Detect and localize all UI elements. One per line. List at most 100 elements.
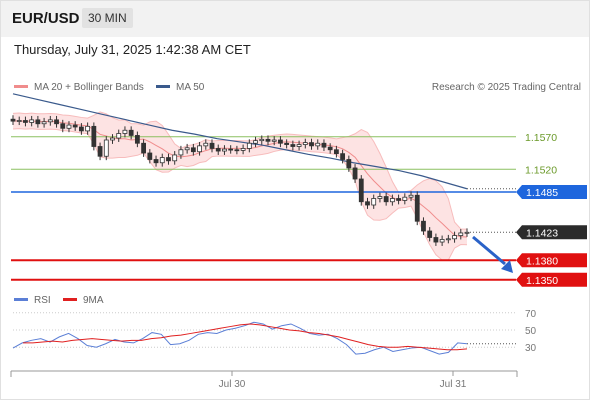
candle-body-63 (402, 196, 408, 201)
candle-body-44 (284, 142, 290, 145)
candle-body-23 (153, 159, 159, 164)
candle-body-13 (91, 125, 97, 147)
candle-body-4 (35, 119, 41, 125)
candle-body-21 (141, 142, 147, 154)
candle-body-39 (253, 140, 258, 144)
candle-body-57 (365, 201, 370, 206)
x-axis: Jul 30 Jul 31 (10, 370, 518, 390)
ma20-line (12, 120, 468, 238)
candle-body-43 (278, 139, 283, 144)
legend-label-9ma: 9MA (83, 295, 104, 306)
level-tag-4 (516, 272, 587, 287)
candle-body-47 (302, 142, 308, 145)
candle-body-69 (439, 239, 445, 243)
arrow-shaft (472, 235, 506, 266)
legend-label-rsi: RSI (34, 295, 51, 306)
legend-rsi: RSI 9MA (14, 295, 104, 306)
bollinger-band-area (13, 111, 467, 261)
forecast-arrow (472, 235, 513, 273)
rsi-panel: 70 50 30 (12, 309, 537, 355)
candle-body-33 (215, 148, 221, 152)
candle-body-27 (178, 149, 184, 156)
arrow-head (501, 260, 513, 273)
candle-body-67 (427, 230, 433, 238)
rsi-level-label-2: 30 (525, 343, 537, 354)
candle-body-17 (116, 133, 122, 139)
candle-body-53 (340, 153, 346, 160)
candle-body-29 (190, 147, 196, 153)
level-label-2: 1.1485 (526, 187, 558, 199)
x-tick-label-1: Jul 31 (440, 379, 467, 390)
candle-body-8 (60, 123, 66, 129)
candle-body-64 (408, 194, 414, 198)
level-label-4: 1.1350 (526, 275, 558, 287)
candle-body-41 (265, 138, 271, 142)
candle-body-38 (246, 142, 252, 149)
bollinger-upper-line (12, 111, 468, 230)
candle-body-26 (172, 154, 178, 162)
last-price-label: 1.1423 (526, 227, 558, 239)
candle-body-5 (41, 121, 47, 125)
candle-body-22 (147, 152, 153, 160)
candle-body-14 (97, 146, 103, 157)
candle-body-18 (122, 129, 128, 134)
candle-body-66 (421, 220, 426, 232)
candle-body-62 (396, 198, 401, 201)
candle-body-48 (309, 142, 314, 147)
candle-body-51 (327, 146, 333, 151)
candle-body-40 (259, 138, 265, 142)
x-tick-label-0: Jul 30 (219, 379, 246, 390)
candle-body-31 (203, 142, 209, 147)
level-label-0: 1.1570 (525, 132, 557, 144)
candle-body-60 (383, 196, 389, 203)
candle-body-68 (433, 237, 439, 243)
candle-body-15 (103, 139, 109, 157)
candle-body-2 (23, 120, 28, 123)
candle-body-35 (228, 148, 234, 151)
candle-body-1 (16, 120, 22, 122)
candle-body-24 (159, 157, 165, 164)
candle-body-20 (134, 135, 140, 144)
candle-body-65 (414, 194, 420, 222)
level-tag-2 (516, 185, 587, 199)
candle-body-71 (452, 235, 457, 240)
candle-body-46 (296, 144, 302, 147)
legend-swatch-ma20 (14, 85, 28, 88)
rsi-level-label-0: 70 (525, 309, 537, 320)
candle-body-37 (240, 148, 246, 151)
legend-swatch-9ma (63, 298, 77, 301)
candle-body-32 (209, 142, 215, 149)
candle-body-55 (352, 167, 358, 180)
candle-body-34 (222, 148, 227, 152)
candle-body-50 (321, 142, 327, 148)
candle-body-54 (346, 159, 352, 169)
instrument-title: EUR/USD (12, 10, 80, 27)
candle-body-3 (29, 119, 35, 123)
legend-label-ma50: MA 50 (176, 82, 205, 93)
candle-body-58 (371, 198, 377, 206)
candle-body-7 (54, 119, 59, 125)
header-bar: EUR/USD 30 MIN (1, 1, 589, 37)
candle-body-0 (10, 118, 16, 122)
rsi-level-label-1: 50 (525, 326, 537, 337)
candle-body-10 (72, 124, 78, 128)
candle-body-6 (47, 119, 53, 123)
candle-body-9 (66, 124, 72, 129)
candle-body-45 (290, 144, 296, 147)
timeframe-button[interactable]: 30 MIN (82, 8, 133, 28)
level-label-1: 1.1520 (525, 164, 557, 176)
legend-swatch-ma50 (156, 85, 170, 88)
rsi-ma9-line (23, 323, 468, 351)
candle-body-19 (128, 129, 134, 136)
candle-body-28 (184, 147, 190, 151)
candle-body-16 (110, 137, 115, 141)
candle-body-30 (197, 145, 202, 153)
candle-body-59 (377, 196, 383, 199)
candle-body-52 (333, 149, 339, 155)
candle-body-25 (166, 157, 171, 162)
candle-body-70 (445, 238, 451, 241)
candles (10, 115, 470, 246)
ma50-polyline (12, 93, 468, 190)
